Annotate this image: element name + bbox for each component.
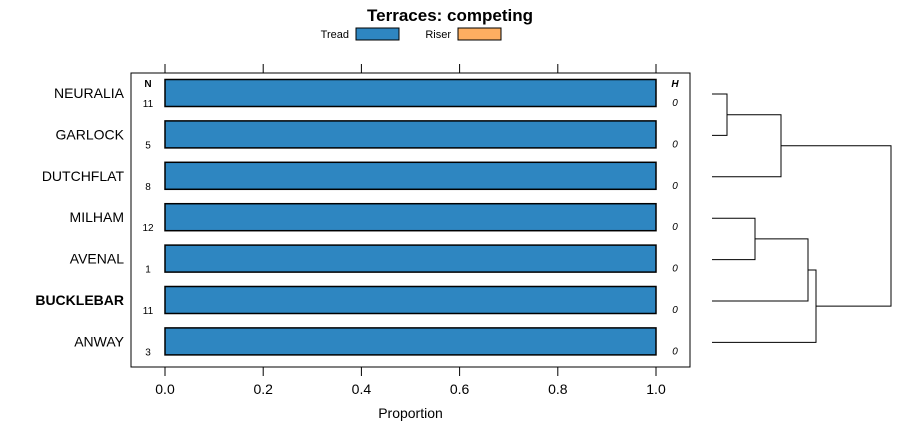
bar-tread-bucklebar bbox=[164, 285, 657, 315]
bar-tread-milham bbox=[164, 202, 657, 232]
dendrogram bbox=[712, 93, 892, 343]
dendrogram-link bbox=[712, 217, 756, 261]
legend-swatch-riser bbox=[457, 27, 502, 41]
bars bbox=[164, 78, 657, 356]
n-value: 11 bbox=[143, 99, 154, 110]
h-value: 0 bbox=[672, 139, 678, 150]
h-value: 0 bbox=[672, 222, 678, 233]
dendrogram-link bbox=[712, 93, 728, 136]
n-value: 1 bbox=[145, 265, 151, 276]
x-tick-label: 0.0 bbox=[155, 381, 175, 397]
h-value: 0 bbox=[672, 305, 678, 316]
legend: Tread Riser bbox=[321, 27, 502, 41]
dendrogram-link bbox=[712, 114, 782, 178]
x-tick-label: 0.6 bbox=[450, 381, 470, 397]
h-header: H bbox=[671, 79, 679, 90]
bar-tread-avenal bbox=[164, 244, 657, 273]
bar-tread-garlock bbox=[164, 120, 657, 149]
h-value: 0 bbox=[672, 181, 678, 192]
n-value: 8 bbox=[145, 182, 151, 193]
x-axis-title: Proportion bbox=[378, 405, 443, 421]
n-value: 3 bbox=[145, 347, 151, 358]
h-value: 0 bbox=[672, 346, 678, 357]
category-label: MILHAM bbox=[70, 209, 124, 225]
x-tick-label: 1.0 bbox=[646, 381, 666, 397]
dendrogram-link bbox=[712, 238, 809, 302]
dendrogram-link bbox=[781, 145, 892, 307]
bar-tread-dutchflat bbox=[164, 161, 657, 191]
bar-tread-anway bbox=[164, 327, 657, 356]
n-value: 12 bbox=[142, 223, 154, 234]
plot-frame bbox=[130, 72, 691, 368]
legend-swatch-tread bbox=[355, 27, 400, 41]
legend-label-riser: Riser bbox=[425, 29, 451, 41]
dendrogram-link bbox=[712, 269, 817, 343]
x-tick-label: 0.8 bbox=[548, 381, 568, 397]
h-value: 0 bbox=[672, 264, 678, 275]
x-axis: 0.0 0.2 0.4 0.6 0.8 1.0 bbox=[155, 64, 666, 397]
chart-title: Terraces: competing bbox=[367, 6, 533, 25]
category-label: ANWAY bbox=[74, 333, 124, 349]
category-label: GARLOCK bbox=[56, 126, 125, 142]
x-tick-label: 0.2 bbox=[253, 381, 273, 397]
category-label: DUTCHFLAT bbox=[42, 168, 125, 184]
category-label: BUCKLEBAR bbox=[35, 292, 124, 308]
n-header: N bbox=[144, 79, 151, 90]
category-labels: NEURALIA GARLOCK DUTCHFLAT MILHAM AVENAL BUCK… bbox=[35, 85, 124, 349]
h-value: 0 bbox=[672, 98, 678, 109]
category-label: NEURALIA bbox=[54, 85, 125, 101]
h-column: H 0 0 0 0 0 0 0 bbox=[671, 79, 679, 357]
bar-tread-neuralia bbox=[164, 78, 657, 108]
category-label: AVENAL bbox=[70, 251, 124, 267]
n-value: 5 bbox=[145, 140, 151, 151]
x-tick-label: 0.4 bbox=[352, 381, 372, 397]
legend-label-tread: Tread bbox=[321, 29, 349, 41]
n-value: 11 bbox=[143, 306, 154, 317]
